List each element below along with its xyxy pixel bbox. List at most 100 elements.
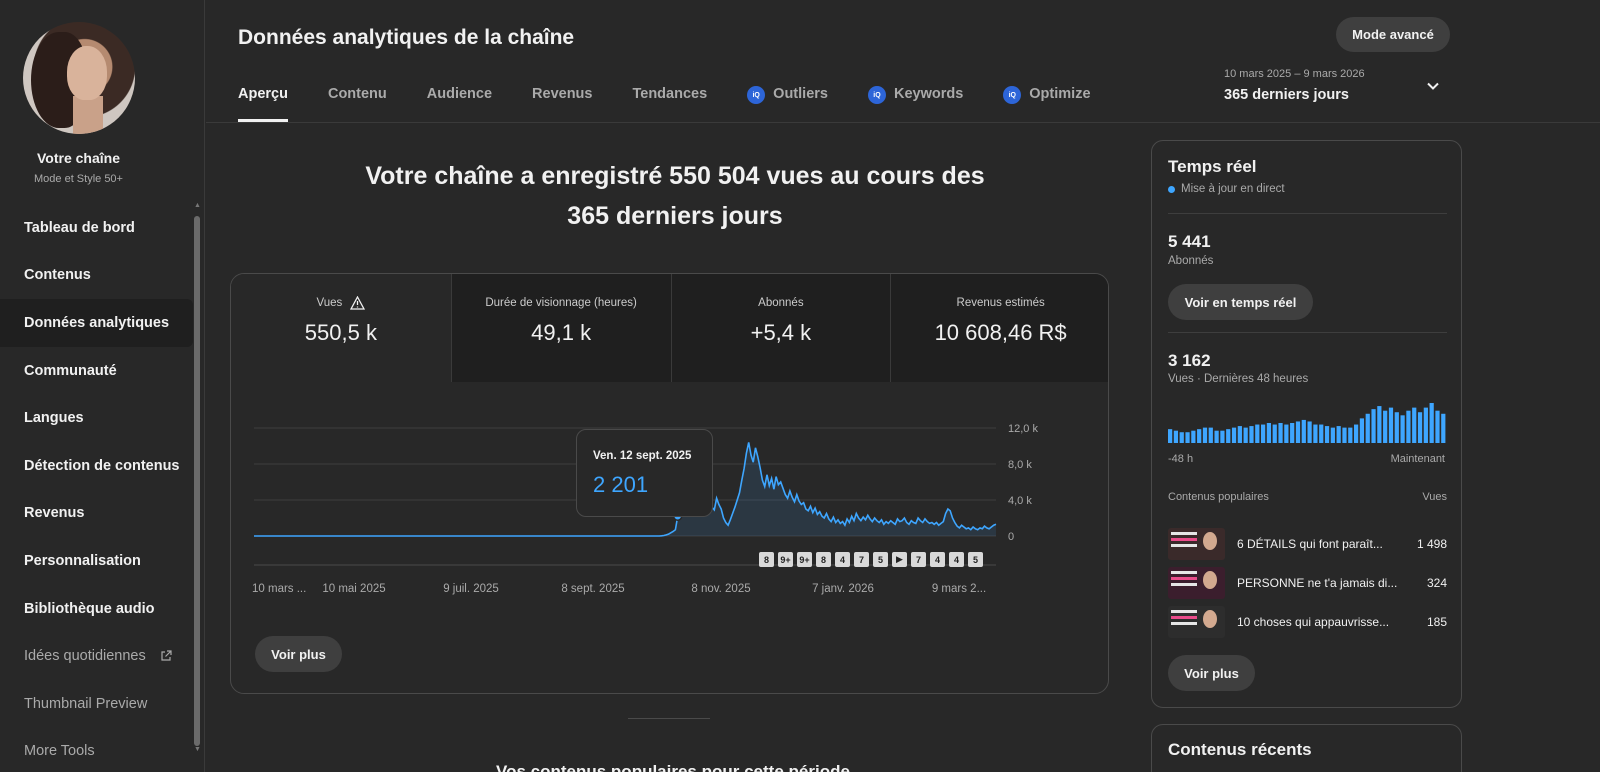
metric-revenue[interactable]: Revenus estimés 10 608,46 R$ <box>890 274 1108 382</box>
tab-label: Tendances <box>632 86 708 102</box>
recent-content-card: Contenus récents <box>1151 724 1462 772</box>
mini-chart-bar <box>1173 430 1179 443</box>
video-marker[interactable]: 4 <box>949 552 964 567</box>
sidebar-item-label: Données analytiques <box>24 314 170 331</box>
scroll-down-icon[interactable]: ▼ <box>194 746 201 753</box>
metric-views[interactable]: Vues 550,5 k <box>231 274 451 382</box>
y-tick-label: 12,0 k <box>1008 423 1038 435</box>
metric-subscribers[interactable]: Abonnés +5,4 k <box>670 274 891 382</box>
video-marker-play[interactable]: ▶ <box>892 552 907 567</box>
sidebar-item-more-tools[interactable]: More Tools <box>0 728 193 772</box>
mini-chart-bar <box>1348 427 1353 443</box>
sidebar-item-earn[interactable]: Revenus <box>0 490 193 538</box>
sidebar-item-customization[interactable]: Personnalisation <box>0 537 193 585</box>
mini-chart-bar <box>1371 409 1376 443</box>
mini-chart-bar <box>1278 423 1283 443</box>
video-marker[interactable]: 9+ <box>778 552 793 567</box>
scrollbar-thumb[interactable] <box>194 216 200 746</box>
list-item[interactable]: 6 DÉTAILS qui font paraît... 1 498 <box>1168 524 1447 563</box>
video-marker[interactable]: 7 <box>911 552 926 567</box>
external-link-icon <box>161 650 172 661</box>
sidebar-scrollbar[interactable]: ▲ ▼ <box>193 202 201 765</box>
list-item[interactable]: PERSONNE ne t'a jamais di... 324 <box>1168 563 1447 602</box>
video-marker[interactable]: 9+ <box>797 552 812 567</box>
mini-chart-bar <box>1336 426 1341 443</box>
sidebar-item-daily-ideas[interactable]: Idées quotidiennes <box>0 632 193 680</box>
video-title: PERSONNE ne t'a jamais di... <box>1237 575 1398 590</box>
tab-content[interactable]: Contenu <box>328 86 387 122</box>
advanced-mode-button[interactable]: Mode avancé <box>1336 17 1450 52</box>
sidebar-item-languages[interactable]: Langues <box>0 394 193 442</box>
mini-chart-bar <box>1388 407 1394 443</box>
sidebar-item-content-detection[interactable]: Détection de contenus <box>0 442 193 490</box>
sidebar-item-thumbnail-preview[interactable]: Thumbnail Preview <box>0 680 193 728</box>
tab-trends[interactable]: Tendances <box>632 86 707 122</box>
metric-value: +5,4 k <box>750 320 812 345</box>
metric-value: 550,5 k <box>304 320 377 345</box>
tab-revenue[interactable]: Revenus <box>532 86 592 122</box>
mini-chart-bar <box>1359 418 1365 443</box>
mini-chart-bar <box>1168 429 1173 443</box>
sidebar-item-label: Thumbnail Preview <box>24 695 148 712</box>
mini-chart-bar <box>1394 412 1399 443</box>
mini-chart-bar <box>1290 423 1295 443</box>
list-item[interactable]: 10 choses qui appauvrisse... 185 <box>1168 602 1447 641</box>
live-dot-icon <box>1168 185 1175 193</box>
realtime-see-more-button[interactable]: Voir plus <box>1168 655 1255 691</box>
mini-chart-bar <box>1261 424 1266 443</box>
mini-chart-bar <box>1435 410 1440 443</box>
mini-chart-bar <box>1255 424 1260 443</box>
sidebar-item-content[interactable]: Contenus <box>0 252 193 300</box>
realtime-subscribers-label: Abonnés <box>1168 255 1214 267</box>
x-tick-label: 8 nov. 2025 <box>691 583 750 595</box>
video-marker[interactable]: 8 <box>759 552 774 567</box>
y-tick-label: 0 <box>1008 531 1014 543</box>
live-label: Mise à jour en direct <box>1181 183 1285 195</box>
popular-content-header: Contenus populaires Vues <box>1168 491 1447 503</box>
mini-chart-bar <box>1220 430 1225 443</box>
mini-chart-bar <box>1354 424 1359 443</box>
section-divider <box>628 718 710 719</box>
view-realtime-button[interactable]: Voir en temps réel <box>1168 284 1313 320</box>
video-marker[interactable]: 4 <box>835 552 850 567</box>
chart-tooltip: Ven. 12 sept. 2025 2 201 <box>576 429 713 517</box>
metric-label: Vues <box>316 297 343 309</box>
sidebar-item-audio-library[interactable]: Bibliothèque audio <box>0 585 193 633</box>
channel-avatar[interactable] <box>23 22 135 134</box>
series-line <box>254 442 997 537</box>
video-marker[interactable]: 8 <box>816 552 831 567</box>
metric-watch-time[interactable]: Durée de visionnage (heures) 49,1 k <box>450 274 671 382</box>
video-marker[interactable]: 4 <box>930 552 945 567</box>
sidebar-item-analytics[interactable]: Données analytiques <box>0 299 193 347</box>
video-marker[interactable]: 5 <box>873 552 888 567</box>
sidebar-nav: Tableau de bord Contenus Données analyti… <box>0 204 193 772</box>
video-views: 1 498 <box>1416 536 1447 551</box>
scroll-up-icon[interactable]: ▲ <box>194 202 201 209</box>
tab-optimize[interactable]: iQ Optimize <box>1003 86 1091 122</box>
mini-chart-end-label: Maintenant <box>1390 453 1445 465</box>
video-marker[interactable]: 7 <box>854 552 869 567</box>
headline-line-1: Votre chaîne a enregistré 550 504 vues a… <box>365 162 985 190</box>
date-range-text[interactable]: 10 mars 2025 – 9 mars 2026 <box>1224 68 1365 80</box>
metric-tabs: Vues 550,5 k Durée de visionnage (heures… <box>231 274 1108 382</box>
realtime-card: Temps réel Mise à jour en direct 5 441 A… <box>1151 140 1462 708</box>
vidiq-icon: iQ <box>747 86 766 104</box>
warning-icon[interactable] <box>350 296 366 310</box>
realtime-views-chart[interactable] <box>1168 403 1447 443</box>
video-marker[interactable]: 5 <box>968 552 983 567</box>
mini-chart-bar <box>1295 421 1301 443</box>
date-period-selector[interactable]: 365 derniers jours <box>1224 87 1349 103</box>
mini-chart-bar <box>1319 424 1324 443</box>
tab-outliers[interactable]: iQ Outliers <box>747 86 828 122</box>
tab-audience[interactable]: Audience <box>427 86 492 122</box>
sidebar-item-label: Tableau de bord <box>24 219 135 236</box>
sidebar-item-dashboard[interactable]: Tableau de bord <box>0 204 193 252</box>
chevron-down-icon[interactable] <box>1425 78 1441 94</box>
see-more-button[interactable]: Voir plus <box>255 636 342 672</box>
tab-overview[interactable]: Aperçu <box>238 86 288 122</box>
metric-label: Abonnés <box>758 297 804 309</box>
analytics-tabs: Aperçu Contenu Audience Revenus Tendance… <box>238 86 1131 122</box>
mini-chart-bar <box>1330 427 1335 443</box>
sidebar-item-community[interactable]: Communauté <box>0 347 193 395</box>
tab-keywords[interactable]: iQ Keywords <box>867 86 963 122</box>
